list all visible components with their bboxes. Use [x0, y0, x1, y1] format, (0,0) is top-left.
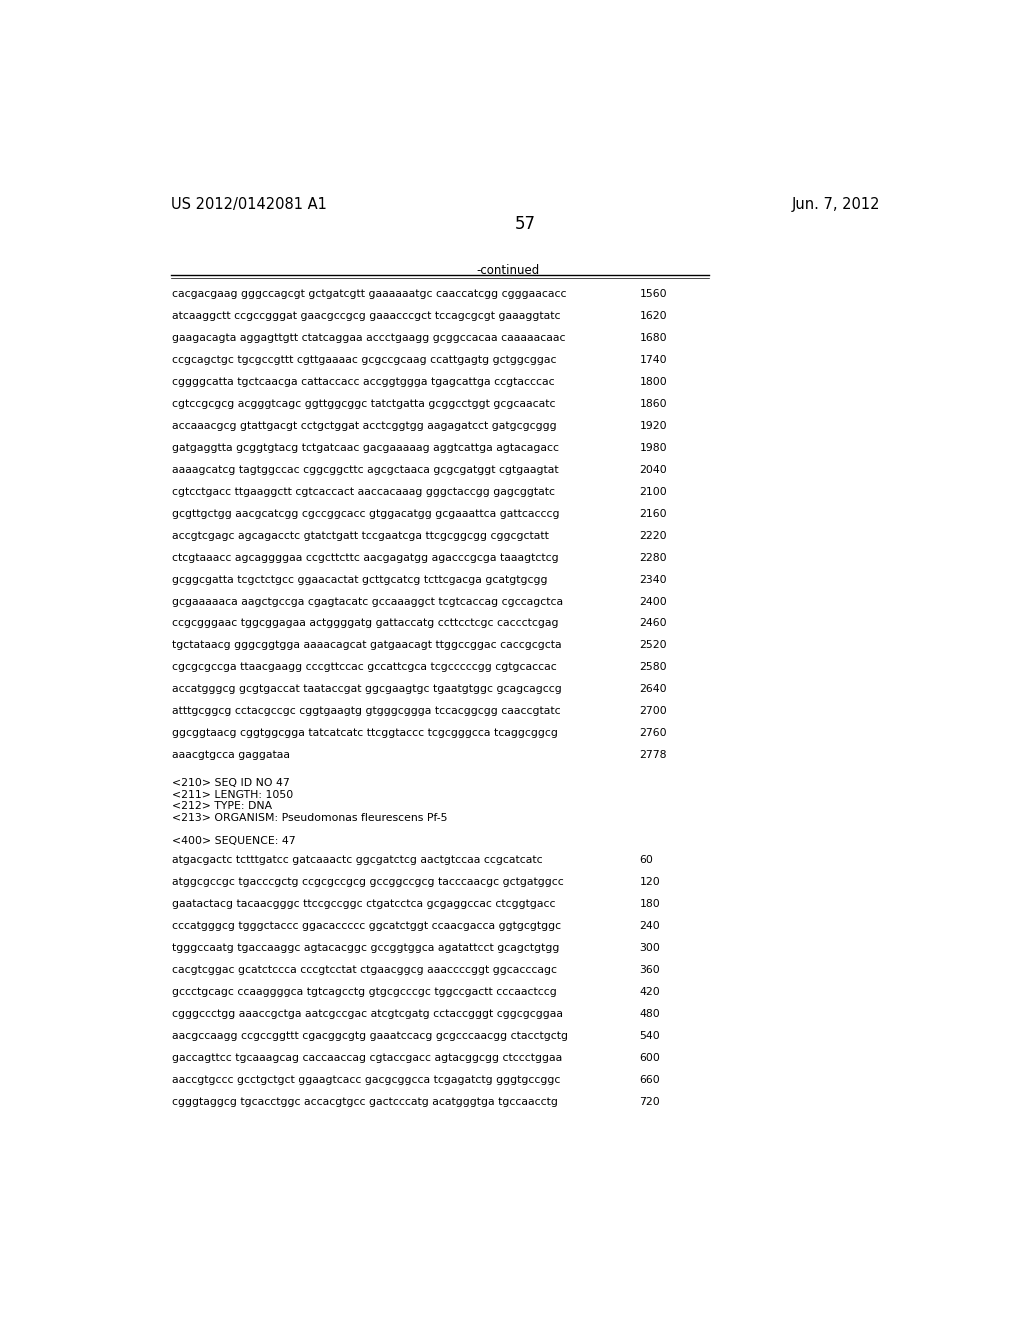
Text: <400> SEQUENCE: 47: <400> SEQUENCE: 47: [172, 836, 296, 846]
Text: 720: 720: [640, 1097, 660, 1106]
Text: -continued: -continued: [476, 264, 540, 277]
Text: ctcgtaaacc agcaggggaa ccgcttcttc aacgagatgg agacccgcga taaagtctcg: ctcgtaaacc agcaggggaa ccgcttcttc aacgaga…: [172, 553, 559, 562]
Text: gaagacagta aggagttgtt ctatcaggaa accctgaagg gcggccacaa caaaaacaac: gaagacagta aggagttgtt ctatcaggaa accctga…: [172, 333, 565, 343]
Text: 480: 480: [640, 1008, 660, 1019]
Text: 420: 420: [640, 987, 660, 997]
Text: ccgcagctgc tgcgccgttt cgttgaaaac gcgccgcaag ccattgagtg gctggcggac: ccgcagctgc tgcgccgttt cgttgaaaac gcgccgc…: [172, 355, 557, 366]
Text: 2700: 2700: [640, 706, 668, 717]
Text: cgtcctgacc ttgaaggctt cgtcaccact aaccacaaag gggctaccgg gagcggtatc: cgtcctgacc ttgaaggctt cgtcaccact aaccaca…: [172, 487, 555, 496]
Text: gccctgcagc ccaaggggca tgtcagcctg gtgcgcccgc tggccgactt cccaactccg: gccctgcagc ccaaggggca tgtcagcctg gtgcgcc…: [172, 987, 557, 997]
Text: 2400: 2400: [640, 597, 668, 606]
Text: <213> ORGANISM: Pseudomonas fleurescens Pf-5: <213> ORGANISM: Pseudomonas fleurescens …: [172, 813, 447, 822]
Text: tgctataacg gggcggtgga aaaacagcat gatgaacagt ttggccggac caccgcgcta: tgctataacg gggcggtgga aaaacagcat gatgaac…: [172, 640, 562, 651]
Text: atttgcggcg cctacgccgc cggtgaagtg gtgggcggga tccacggcgg caaccgtatc: atttgcggcg cctacgccgc cggtgaagtg gtgggcg…: [172, 706, 561, 717]
Text: 2460: 2460: [640, 619, 667, 628]
Text: ccgcgggaac tggcggagaa actggggatg gattaccatg ccttcctcgc caccctcgag: ccgcgggaac tggcggagaa actggggatg gattacc…: [172, 619, 559, 628]
Text: 360: 360: [640, 965, 660, 975]
Text: cgggccctgg aaaccgctga aatcgccgac atcgtcgatg cctaccgggt cggcgcggaa: cgggccctgg aaaccgctga aatcgccgac atcgtcg…: [172, 1008, 563, 1019]
Text: <210> SEQ ID NO 47: <210> SEQ ID NO 47: [172, 779, 290, 788]
Text: Jun. 7, 2012: Jun. 7, 2012: [792, 197, 880, 213]
Text: 1860: 1860: [640, 399, 667, 409]
Text: 180: 180: [640, 899, 660, 909]
Text: 1740: 1740: [640, 355, 667, 366]
Text: 120: 120: [640, 878, 660, 887]
Text: <212> TYPE: DNA: <212> TYPE: DNA: [172, 801, 272, 812]
Text: 60: 60: [640, 855, 653, 865]
Text: accatgggcg gcgtgaccat taataccgat ggcgaagtgc tgaatgtggc gcagcagccg: accatgggcg gcgtgaccat taataccgat ggcgaag…: [172, 684, 562, 694]
Text: aacgccaagg ccgccggttt cgacggcgtg gaaatccacg gcgcccaacgg ctacctgctg: aacgccaagg ccgccggttt cgacggcgtg gaaatcc…: [172, 1031, 568, 1040]
Text: gcgaaaaaca aagctgccga cgagtacatc gccaaaggct tcgtcaccag cgccagctca: gcgaaaaaca aagctgccga cgagtacatc gccaaag…: [172, 597, 563, 606]
Text: gaccagttcc tgcaaagcag caccaaccag cgtaccgacc agtacggcgg ctccctggaa: gaccagttcc tgcaaagcag caccaaccag cgtaccg…: [172, 1053, 562, 1063]
Text: gcggcgatta tcgctctgcc ggaacactat gcttgcatcg tcttcgacga gcatgtgcgg: gcggcgatta tcgctctgcc ggaacactat gcttgca…: [172, 574, 548, 585]
Text: gaatactacg tacaacgggc ttccgccggc ctgatcctca gcgaggccac ctcggtgacc: gaatactacg tacaacgggc ttccgccggc ctgatcc…: [172, 899, 556, 909]
Text: gcgttgctgg aacgcatcgg cgccggcacc gtggacatgg gcgaaattca gattcacccg: gcgttgctgg aacgcatcgg cgccggcacc gtggaca…: [172, 508, 560, 519]
Text: 2520: 2520: [640, 640, 667, 651]
Text: cacgtcggac gcatctccca cccgtcctat ctgaacggcg aaaccccggt ggcacccagc: cacgtcggac gcatctccca cccgtcctat ctgaacg…: [172, 965, 557, 975]
Text: accaaacgcg gtattgacgt cctgctggat acctcggtgg aagagatcct gatgcgcggg: accaaacgcg gtattgacgt cctgctggat acctcgg…: [172, 421, 557, 430]
Text: 2340: 2340: [640, 574, 667, 585]
Text: 1560: 1560: [640, 289, 667, 300]
Text: atcaaggctt ccgccgggat gaacgccgcg gaaacccgct tccagcgcgt gaaaggtatc: atcaaggctt ccgccgggat gaacgccgcg gaaaccc…: [172, 312, 561, 321]
Text: 300: 300: [640, 942, 660, 953]
Text: cgggtaggcg tgcacctggc accacgtgcc gactcccatg acatgggtga tgccaacctg: cgggtaggcg tgcacctggc accacgtgcc gactccc…: [172, 1097, 558, 1106]
Text: 2160: 2160: [640, 508, 667, 519]
Text: 1800: 1800: [640, 378, 668, 387]
Text: 540: 540: [640, 1031, 660, 1040]
Text: 1620: 1620: [640, 312, 667, 321]
Text: 2100: 2100: [640, 487, 668, 496]
Text: 2640: 2640: [640, 684, 667, 694]
Text: cgtccgcgcg acgggtcagc ggttggcggc tatctgatta gcggcctggt gcgcaacatc: cgtccgcgcg acgggtcagc ggttggcggc tatctga…: [172, 399, 556, 409]
Text: US 2012/0142081 A1: US 2012/0142081 A1: [171, 197, 327, 213]
Text: aaaagcatcg tagtggccac cggcggcttc agcgctaaca gcgcgatggt cgtgaagtat: aaaagcatcg tagtggccac cggcggcttc agcgcta…: [172, 465, 559, 475]
Text: ggcggtaacg cggtggcgga tatcatcatc ttcggtaccc tcgcgggcca tcaggcggcg: ggcggtaacg cggtggcgga tatcatcatc ttcggta…: [172, 729, 558, 738]
Text: 600: 600: [640, 1053, 660, 1063]
Text: 2040: 2040: [640, 465, 668, 475]
Text: atggcgccgc tgacccgctg ccgcgccgcg gccggccgcg tacccaacgc gctgatggcc: atggcgccgc tgacccgctg ccgcgccgcg gccggcc…: [172, 878, 564, 887]
Text: gatgaggtta gcggtgtacg tctgatcaac gacgaaaaag aggtcattga agtacagacc: gatgaggtta gcggtgtacg tctgatcaac gacgaaa…: [172, 444, 559, 453]
Text: 2778: 2778: [640, 750, 667, 760]
Text: 57: 57: [514, 215, 536, 232]
Text: 2580: 2580: [640, 663, 667, 672]
Text: 1920: 1920: [640, 421, 667, 430]
Text: cgcgcgccga ttaacgaagg cccgttccac gccattcgca tcgcccccgg cgtgcaccac: cgcgcgccga ttaacgaagg cccgttccac gccattc…: [172, 663, 557, 672]
Text: aaacgtgcca gaggataa: aaacgtgcca gaggataa: [172, 750, 290, 760]
Text: accgtcgagc agcagacctc gtatctgatt tccgaatcga ttcgcggcgg cggcgctatt: accgtcgagc agcagacctc gtatctgatt tccgaat…: [172, 531, 549, 541]
Text: 660: 660: [640, 1074, 660, 1085]
Text: 1680: 1680: [640, 333, 667, 343]
Text: 2220: 2220: [640, 531, 667, 541]
Text: cacgacgaag gggccagcgt gctgatcgtt gaaaaaatgc caaccatcgg cgggaacacc: cacgacgaag gggccagcgt gctgatcgtt gaaaaaa…: [172, 289, 566, 300]
Text: cccatgggcg tgggctaccc ggacaccccc ggcatctggt ccaacgacca ggtgcgtggc: cccatgggcg tgggctaccc ggacaccccc ggcatct…: [172, 921, 561, 931]
Text: aaccgtgccc gcctgctgct ggaagtcacc gacgcggcca tcgagatctg gggtgccggc: aaccgtgccc gcctgctgct ggaagtcacc gacgcgg…: [172, 1074, 560, 1085]
Text: 2760: 2760: [640, 729, 667, 738]
Text: cggggcatta tgctcaacga cattaccacc accggtggga tgagcattga ccgtacccac: cggggcatta tgctcaacga cattaccacc accggtg…: [172, 378, 555, 387]
Text: 2280: 2280: [640, 553, 667, 562]
Text: atgacgactc tctttgatcc gatcaaactc ggcgatctcg aactgtccaa ccgcatcatc: atgacgactc tctttgatcc gatcaaactc ggcgatc…: [172, 855, 543, 865]
Text: 1980: 1980: [640, 444, 667, 453]
Text: tgggccaatg tgaccaaggc agtacacggc gccggtggca agatattcct gcagctgtgg: tgggccaatg tgaccaaggc agtacacggc gccggtg…: [172, 942, 559, 953]
Text: <211> LENGTH: 1050: <211> LENGTH: 1050: [172, 789, 294, 800]
Text: 240: 240: [640, 921, 660, 931]
